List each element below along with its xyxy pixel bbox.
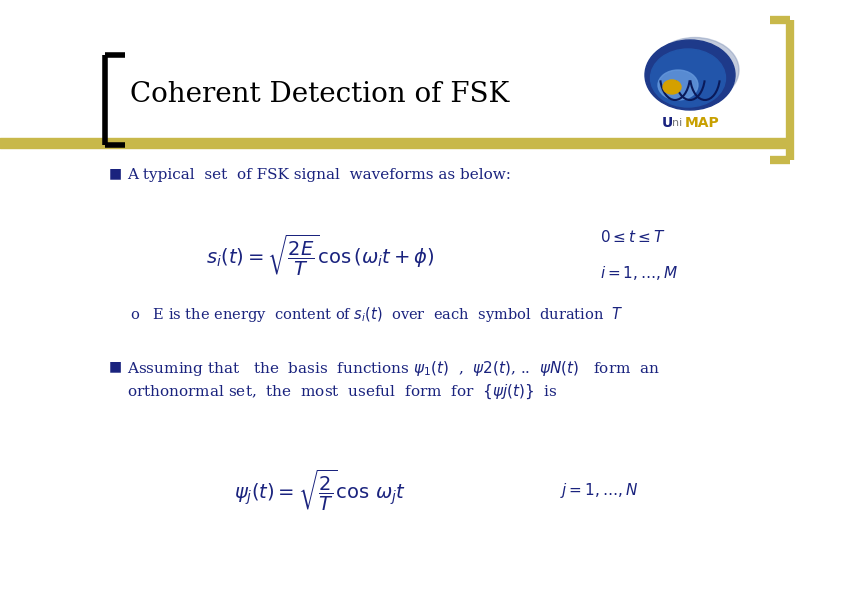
Text: U: U: [662, 116, 674, 130]
Ellipse shape: [651, 49, 726, 107]
Text: $\blacksquare$: $\blacksquare$: [108, 361, 122, 375]
Text: Assuming that   the  basis  functions $\psi_1(t)$  ,  $\psi2(t)$, ..  $\psi N(t): Assuming that the basis functions $\psi_…: [127, 359, 660, 377]
Text: ni: ni: [672, 118, 682, 128]
Text: $\blacksquare$: $\blacksquare$: [108, 168, 122, 182]
Text: $s_i(t) = \sqrt{\dfrac{2E}{T}} \cos\left(\omega_i t + \phi\right)$: $s_i(t) = \sqrt{\dfrac{2E}{T}} \cos\left…: [206, 232, 434, 278]
Ellipse shape: [663, 80, 681, 94]
Text: A typical  set  of FSK signal  waveforms as below:: A typical set of FSK signal waveforms as…: [127, 168, 511, 182]
Text: $0 \leq t \leq T$: $0 \leq t \leq T$: [600, 229, 665, 245]
Text: $\psi_j(t) = \sqrt{\dfrac{2}{T}} \cos\, \omega_j t$: $\psi_j(t) = \sqrt{\dfrac{2}{T}} \cos\, …: [234, 467, 406, 513]
Text: MAP: MAP: [685, 116, 720, 130]
Text: $i = 1, \ldots, M$: $i = 1, \ldots, M$: [600, 264, 679, 282]
Ellipse shape: [651, 37, 739, 102]
Ellipse shape: [658, 70, 698, 100]
Text: $j = 1, \ldots, N$: $j = 1, \ldots, N$: [560, 481, 638, 499]
Text: o   E is the energy  content of $s_i(t)$  over  each  symbol  duration  $T$: o E is the energy content of $s_i(t)$ ov…: [130, 305, 624, 324]
Ellipse shape: [645, 40, 735, 110]
Text: Coherent Detection of FSK: Coherent Detection of FSK: [130, 82, 509, 108]
Text: orthonormal set,  the  most  useful  form  for  $\{\psi j(t)\}$  is: orthonormal set, the most useful form fo…: [127, 383, 557, 401]
